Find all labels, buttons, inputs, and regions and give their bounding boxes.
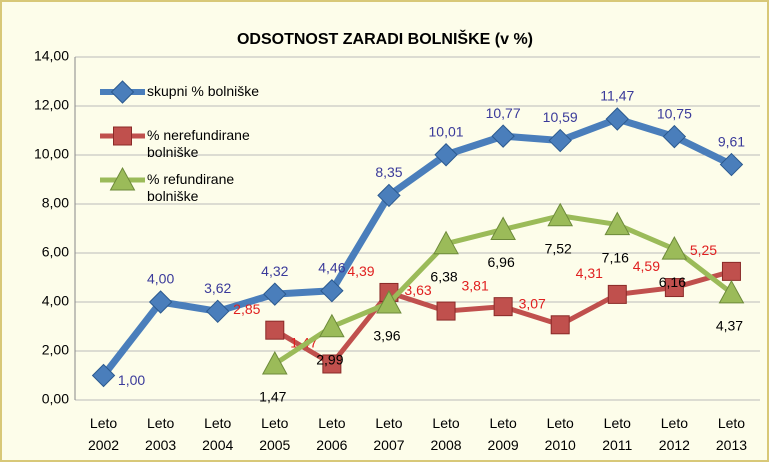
- data-point: [721, 261, 741, 281]
- data-point: [436, 301, 456, 321]
- data-point: [547, 202, 574, 227]
- x-tick-label: Leto 2005: [259, 415, 291, 453]
- data-label: 11,47: [600, 88, 634, 104]
- data-point: [491, 124, 515, 148]
- data-label: 1,47: [259, 389, 286, 405]
- y-tick-label: 14,00: [34, 48, 69, 64]
- x-tick-label: Leto 2006: [316, 415, 348, 453]
- data-point: [490, 216, 516, 240]
- x-tick-label: Leto 2012: [658, 415, 690, 453]
- data-label: 7,52: [545, 240, 572, 256]
- data-point: [261, 350, 288, 375]
- x-tick-label: Leto 2010: [544, 415, 576, 453]
- legend-marker: [110, 80, 135, 104]
- data-point: [604, 211, 631, 236]
- x-tick-label: Leto 2007: [373, 415, 405, 453]
- y-tick-label: 0,00: [42, 391, 69, 407]
- data-point: [91, 363, 116, 388]
- data-label: 3,81: [462, 277, 489, 293]
- data-point: [718, 279, 745, 304]
- y-tick-label: 8,00: [42, 195, 69, 211]
- y-tick-label: 6,00: [42, 244, 69, 260]
- data-label: 2,85: [233, 301, 260, 317]
- data-label: 10,75: [657, 105, 692, 121]
- data-point: [548, 128, 572, 153]
- data-point: [434, 143, 458, 167]
- data-point: [265, 320, 285, 340]
- data-label: 5,25: [690, 242, 717, 258]
- data-label: 4,39: [347, 263, 374, 279]
- data-point: [322, 354, 342, 374]
- data-label: 7,16: [602, 249, 629, 265]
- data-label: 10,01: [429, 123, 464, 139]
- data-point: [433, 230, 459, 255]
- data-label: 3,63: [404, 282, 431, 298]
- legend-marker: [113, 126, 132, 146]
- data-label: 10,77: [486, 105, 521, 121]
- legend-label: % refundirane bolniške: [147, 171, 235, 204]
- data-label: 6,38: [430, 268, 457, 284]
- x-tick-label: Leto 2009: [487, 415, 519, 453]
- data-point: [664, 278, 684, 298]
- data-point: [319, 313, 345, 338]
- y-tick-label: 2,00: [42, 342, 69, 358]
- data-label: 3,07: [519, 295, 546, 311]
- chart-title: ODSOTNOST ZARADI BOLNIŠKE (v %): [237, 29, 533, 48]
- x-tick-label: Leto 2011: [602, 415, 633, 453]
- legend-label: skupni % bolniške: [147, 83, 260, 99]
- data-point: [661, 236, 688, 260]
- data-point: [719, 152, 744, 177]
- data-label: 3,62: [204, 280, 231, 296]
- data-label: 4,46: [318, 259, 345, 275]
- data-point: [377, 183, 401, 208]
- x-tick-label: Leto 2008: [430, 415, 462, 453]
- data-label: 9,61: [718, 133, 745, 149]
- y-tick-label: 10,00: [34, 146, 69, 162]
- data-point: [376, 289, 402, 314]
- y-tick-label: 12,00: [34, 97, 69, 113]
- data-point: [605, 107, 629, 131]
- data-label: 6,96: [488, 254, 515, 270]
- data-point: [263, 282, 287, 306]
- data-point: [320, 279, 344, 303]
- data-label: 3,96: [373, 328, 400, 344]
- data-label: 4,32: [261, 263, 288, 279]
- data-label: 4,31: [576, 265, 603, 281]
- data-point: [550, 315, 570, 335]
- data-point: [493, 297, 513, 317]
- legend-label: % nerefundirane bolniške: [147, 127, 250, 160]
- data-label: 10,59: [543, 109, 578, 125]
- data-label: 8,35: [375, 164, 402, 180]
- data-label: 4,59: [633, 258, 660, 274]
- x-tick-label: Leto 2003: [145, 415, 177, 453]
- data-point: [607, 284, 627, 304]
- x-tick-label: Leto 2002: [87, 415, 120, 453]
- data-point: [662, 124, 687, 149]
- y-tick-label: 4,00: [42, 293, 69, 309]
- data-point: [148, 290, 173, 314]
- data-label: 1,00: [118, 372, 145, 388]
- data-label: 4,00: [147, 271, 174, 287]
- data-label: 6,16: [659, 274, 686, 290]
- data-label: 2,99: [316, 351, 343, 367]
- x-tick-label: Leto 2004: [202, 415, 234, 453]
- legend-marker: [109, 166, 136, 191]
- x-tick-label: Leto 2013: [715, 415, 748, 453]
- data-point: [206, 299, 230, 324]
- data-label: 4,37: [716, 318, 743, 334]
